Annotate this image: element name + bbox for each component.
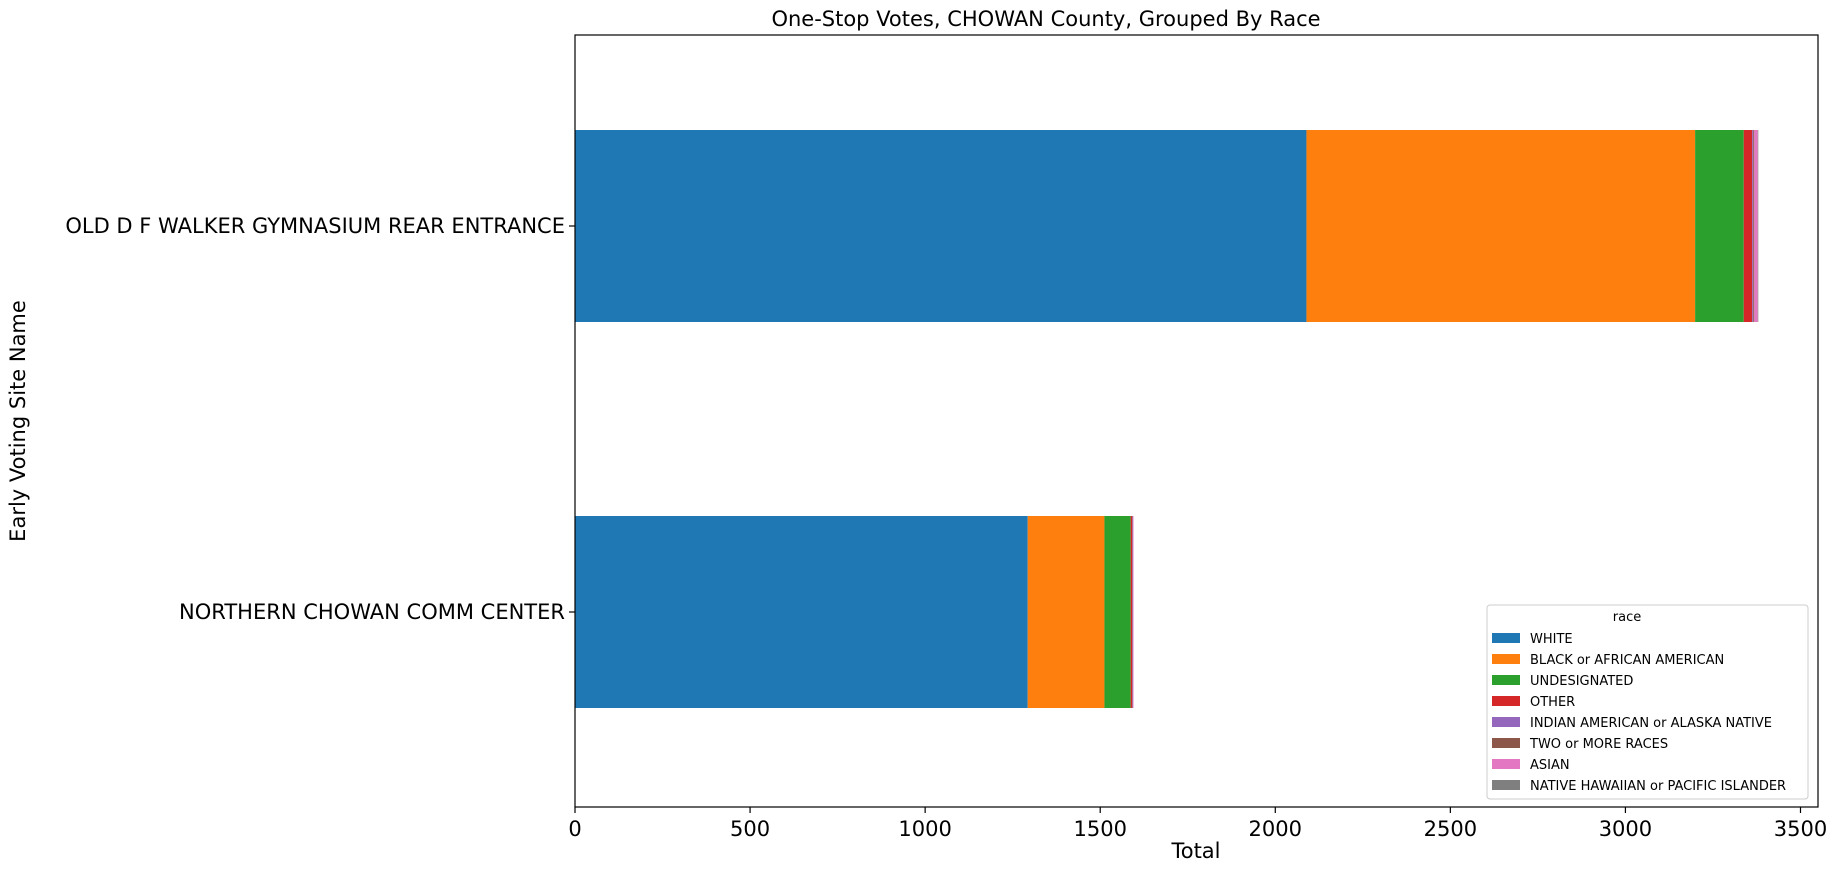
legend-swatch (1492, 738, 1520, 748)
bars-layer (575, 130, 1759, 708)
y-axis-label: Early Voting Site Name (6, 300, 30, 542)
bar-segment-undesignated-1 (1695, 130, 1744, 322)
legend-label: BLACK or AFRICAN AMERICAN (1530, 653, 1724, 668)
bar-segment-white-1 (575, 130, 1307, 322)
x-tick-label: 1500 (1073, 817, 1126, 841)
legend: race WHITE BLACK or AFRICAN AMERICAN UNDES… (1486, 604, 1809, 800)
bar-segment-asian-1 (1754, 130, 1758, 322)
x-tick-label: 2500 (1424, 817, 1477, 841)
y-tick-label: OLD D F WALKER GYMNASIUM REAR ENTRANCE (65, 214, 565, 238)
legend-swatch (1492, 717, 1520, 727)
y-axis: NORTHERN CHOWAN COMM CENTER OLD D F WALKE… (65, 214, 575, 624)
legend-items: WHITE BLACK or AFRICAN AMERICAN UNDESIGNAT… (1492, 632, 1786, 794)
bar-segment-white-0 (575, 516, 1028, 708)
y-tick-label: NORTHERN CHOWAN COMM CENTER (179, 600, 565, 624)
x-tick-label: 3500 (1774, 817, 1827, 841)
x-tick-label: 500 (730, 817, 770, 841)
legend-label: UNDESIGNATED (1530, 674, 1633, 689)
legend-title: race (1613, 610, 1641, 625)
x-tick-label: 2000 (1249, 817, 1302, 841)
legend-swatch (1492, 675, 1520, 685)
bar-segment-black-or-african-american-0 (1027, 516, 1105, 708)
legend-label: TWO or MORE RACES (1529, 737, 1668, 752)
bar-segment-indian-american-or-alaska-native-0 (1132, 516, 1133, 708)
legend-label: NATIVE HAWAIIAN or PACIFIC ISLANDER (1530, 779, 1786, 794)
x-axis-label: Total (1170, 839, 1220, 863)
bar-segment-two-or-more-races-0 (1132, 516, 1133, 708)
legend-label: WHITE (1530, 632, 1573, 647)
legend-label: ASIAN (1530, 758, 1570, 773)
bar-segment-undesignated-0 (1104, 516, 1131, 708)
chart-title: One-Stop Votes, CHOWAN County, Grouped B… (771, 7, 1320, 31)
bar-segment-asian-0 (1132, 516, 1134, 708)
bar-segment-two-or-more-races-1 (1753, 130, 1755, 322)
bar-segment-other-1 (1743, 130, 1753, 322)
legend-frame (1486, 604, 1809, 800)
legend-swatch (1492, 696, 1520, 706)
bar-segment-native-hawaiian-or-pacific-islander-1 (1757, 130, 1759, 322)
x-axis: 0 500 1000 1500 2000 2500 3000 3500 (568, 807, 1827, 841)
legend-swatch (1492, 759, 1520, 769)
legend-swatch (1492, 633, 1520, 643)
x-tick-label: 1000 (898, 817, 951, 841)
x-tick-label: 3000 (1599, 817, 1652, 841)
legend-label: OTHER (1530, 695, 1575, 710)
bar-segment-black-or-african-american-1 (1306, 130, 1696, 322)
x-tick-label: 0 (568, 817, 581, 841)
legend-label: INDIAN AMERICAN or ALASKA NATIVE (1530, 716, 1772, 731)
bar-segment-indian-american-or-alaska-native-1 (1752, 130, 1754, 322)
legend-swatch (1492, 654, 1520, 664)
bar-segment-other-0 (1130, 516, 1133, 708)
axes-frame (574, 34, 1819, 808)
legend-swatch (1492, 780, 1520, 790)
